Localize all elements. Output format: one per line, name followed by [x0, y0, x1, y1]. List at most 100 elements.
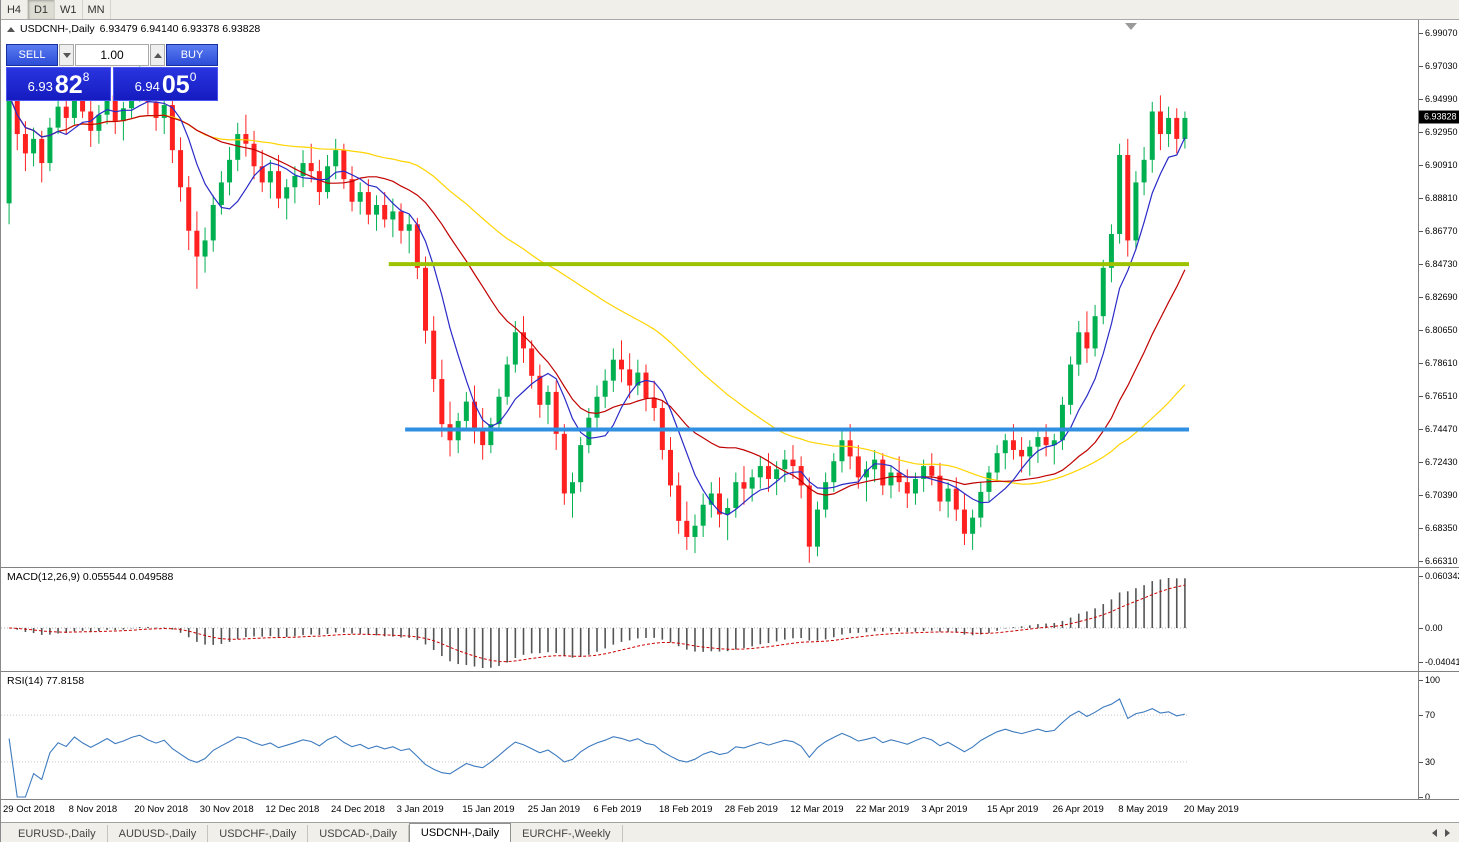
tab-eurusd-daily[interactable]: EURUSD-,Daily: [7, 825, 108, 842]
price-tick: [1419, 561, 1423, 562]
candle: [382, 204, 388, 220]
rsi-plot[interactable]: RSI(14) 77.8158: [1, 672, 1418, 799]
candle: [161, 105, 167, 118]
candle: [880, 459, 886, 486]
date-axis-label: 25 Jan 2019: [527, 804, 581, 815]
candle: [1059, 404, 1065, 441]
macd-signal-line: [9, 584, 1186, 663]
candle: [1182, 117, 1188, 139]
tab-scroll-right-icon[interactable]: [1445, 828, 1450, 837]
candle: [406, 224, 412, 231]
price-tick: [1419, 33, 1423, 34]
candle: [71, 90, 77, 118]
candle: [431, 330, 437, 380]
rsi-line: [8, 698, 1186, 798]
candle: [178, 150, 184, 188]
triangle-up-icon: [153, 52, 162, 58]
macd-tick: [1419, 576, 1423, 577]
price-axis-label: 6.88810: [1425, 193, 1458, 203]
candle: [423, 267, 429, 331]
price-tick: [1419, 198, 1423, 199]
candlestick-chart[interactable]: [1, 20, 1418, 567]
candle: [994, 453, 1000, 473]
price-axis-label: 6.68350: [1425, 523, 1458, 533]
volume-decrement-button[interactable]: [59, 44, 74, 66]
candle: [790, 459, 796, 467]
candle: [684, 520, 690, 537]
date-axis-label: 12 Mar 2019: [790, 804, 844, 815]
expand-arrow-icon[interactable]: [7, 26, 15, 32]
candle: [39, 138, 45, 164]
candle: [251, 143, 257, 167]
price-axis-label: 6.86770: [1425, 226, 1458, 236]
volume-increment-button[interactable]: [150, 44, 165, 66]
candle: [374, 204, 380, 215]
sell-price-big-digits: 82: [54, 71, 83, 99]
price-axis-label: 6.99070: [1425, 28, 1458, 38]
candle: [733, 482, 739, 508]
one-click-trading-panel: SELL BUY 6.93 82: [6, 44, 218, 101]
price-tick: [1419, 264, 1423, 265]
candle: [47, 127, 53, 164]
candle: [1117, 155, 1123, 234]
date-axis-label: 24 Dec 2018: [331, 804, 385, 815]
tab-usdchf-daily[interactable]: USDCHF-,Daily: [208, 825, 309, 842]
candle: [1084, 332, 1090, 349]
rsi-chart[interactable]: [1, 672, 1418, 799]
main-price-axis[interactable]: 6.99070 6.97030 6.94990 6.92950 6.90910 6.888…: [1418, 20, 1459, 567]
rsi-axis[interactable]: 100 70 30 0: [1418, 672, 1459, 799]
timeframe-button-d1[interactable]: D1: [28, 0, 55, 19]
price-axis-label: 6.80650: [1425, 325, 1458, 335]
price-tick: [1419, 429, 1423, 430]
macd-indicator-label: MACD(12,26,9) 0.055544 0.049588: [7, 571, 174, 583]
candle: [227, 159, 233, 183]
candle: [1100, 267, 1106, 317]
candle: [1068, 364, 1074, 405]
rsi-axis-label: 70: [1425, 710, 1436, 720]
volume-input[interactable]: [75, 44, 149, 66]
tab-audusd-daily[interactable]: AUDUSD-,Daily: [108, 825, 209, 842]
rsi-tick: [1419, 762, 1423, 763]
tab-scroll-left-icon[interactable]: [1432, 828, 1437, 837]
date-axis-label: 12 Dec 2018: [265, 804, 320, 815]
candle: [921, 466, 927, 479]
candle: [602, 380, 608, 397]
buy-price-display[interactable]: 6.94 05 0: [113, 67, 218, 101]
price-tick: [1419, 363, 1423, 364]
sell-button[interactable]: SELL: [6, 44, 58, 66]
rsi-indicator-label: RSI(14) 77.8158: [7, 675, 85, 687]
price-axis-label: 6.90910: [1425, 160, 1458, 170]
timeframe-button-h4[interactable]: H4: [1, 0, 28, 19]
date-axis-label: 6 Feb 2019: [593, 804, 642, 815]
macd-chart[interactable]: [1, 568, 1418, 671]
main-chart-plot[interactable]: USDCNH-,Daily 6.93479 6.94140 6.93378 6.…: [1, 20, 1418, 567]
timeframe-button-w1[interactable]: W1: [55, 0, 83, 19]
candle: [806, 485, 812, 547]
sell-price-pip-digit: 8: [82, 70, 90, 84]
buy-price-big-digits: 05: [161, 71, 190, 99]
candle: [512, 332, 518, 365]
candle: [316, 171, 322, 193]
candle: [529, 348, 535, 376]
candle: [1125, 155, 1131, 241]
candle: [414, 224, 420, 268]
candle: [1035, 437, 1041, 447]
date-axis-label: 3 Jan 2019: [396, 804, 444, 815]
tab-usdcad-daily[interactable]: USDCAD-,Daily: [308, 825, 409, 842]
candle: [1051, 440, 1057, 446]
date-axis[interactable]: 29 Oct 2018 8 Nov 2018 20 Nov 2018 30 Nov 2…: [1, 800, 1459, 822]
candle: [1141, 159, 1147, 183]
sell-price-display[interactable]: 6.93 82 8: [6, 67, 111, 101]
candle: [267, 171, 273, 183]
triangle-down-icon: [62, 52, 71, 58]
price-tick: [1419, 132, 1423, 133]
buy-button[interactable]: BUY: [166, 44, 218, 66]
buy-price-pip-digit: 0: [189, 70, 197, 84]
current-price-tag: 6.93828: [1419, 110, 1459, 124]
tab-eurchf-weekly[interactable]: EURCHF-,Weekly: [511, 825, 623, 842]
macd-plot[interactable]: MACD(12,26,9) 0.055544 0.049588: [1, 568, 1418, 671]
tab-usdcnh-daily[interactable]: USDCNH-,Daily: [408, 823, 512, 842]
macd-axis[interactable]: 0.060342 0.00 -0.040415: [1418, 568, 1459, 671]
timeframe-button-mn[interactable]: MN: [83, 0, 111, 19]
